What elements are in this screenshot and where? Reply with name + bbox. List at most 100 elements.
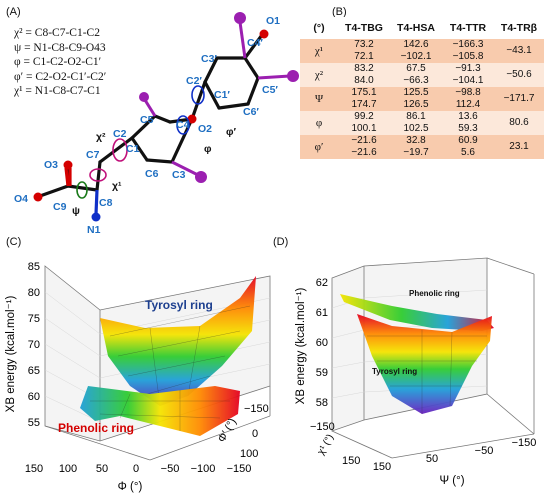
table-cell: 59.3: [458, 123, 478, 134]
table-row: Ψ 175.1 174.7 125.5 126.5 −98.8 112.4 −171.…: [300, 87, 544, 111]
iodine-bonds: [143, 21, 291, 177]
annotation-phenolic-ring: Phenolic ring: [58, 421, 134, 435]
y-tick-label: 80: [28, 287, 40, 299]
table-row: φ′ −21.6 −21.6 32.8 −19.7 60.9 5.6 23.1: [300, 135, 544, 159]
x-axis-label: Ψ (°): [439, 475, 464, 487]
atom-label: C2: [113, 128, 127, 140]
table-cell: −104.1: [452, 75, 484, 86]
table-cell: 60.9: [458, 135, 478, 146]
table-cell: 112.4: [455, 99, 481, 110]
thyroxine-molecule-diagram: O1 C4′ C3′ C5′ C2′ C6′ C1′ O2 C4 C5 C2 C…: [14, 12, 299, 236]
oxygen-bonds: [64, 167, 72, 187]
atom-label: N1: [87, 224, 101, 236]
x-tick-label: −50: [475, 445, 494, 457]
atom-label: C1′: [214, 89, 230, 101]
y-tick-label: 55: [28, 417, 40, 429]
table-cell: 175.1: [351, 87, 377, 98]
table-cell: 100.1: [351, 123, 377, 134]
oxygen-atom: [33, 192, 43, 202]
x-tick-label: −50: [161, 463, 180, 475]
table-cell: 5.6: [461, 147, 475, 158]
table-cell: −50.6: [494, 63, 544, 87]
atom-label: O2: [198, 123, 212, 135]
phenolic-surface: [340, 294, 494, 331]
atom-label: C1: [126, 143, 140, 155]
atom-label: C3′: [201, 53, 217, 65]
table-cell: 174.7: [351, 99, 377, 110]
table-cell: 86.1: [406, 111, 426, 122]
atom-labels: O1 C4′ C3′ C5′ C2′ C6′ C1′ O2 C4 C5 C2 C…: [14, 15, 280, 236]
atom-label: C8: [99, 197, 113, 209]
atom-label: C5′: [262, 84, 278, 96]
y-axis-label: XB energy (kcal.mol⁻¹): [295, 288, 307, 405]
table-cell: 142.6: [403, 39, 429, 50]
table-cell: −19.7: [403, 147, 429, 158]
table-cell: 67.5: [406, 63, 426, 74]
definition-chi1: χ¹ = N1-C8-C7-C1: [14, 85, 101, 97]
table-cell: 125.5: [403, 87, 429, 98]
x-tick-label: 100: [59, 463, 77, 475]
table-cell: 80.6: [494, 111, 544, 135]
z-tick-label: 150: [342, 455, 360, 467]
torsion-label-phi: φ: [204, 143, 212, 155]
torsion-arrows: [76, 85, 205, 199]
iodine-atom: [234, 12, 246, 24]
table-cell: 99.2: [354, 111, 374, 122]
table-cell: 126.5: [403, 99, 429, 110]
y-tick-labels: 85 80 75 70 65 60 55: [28, 261, 40, 429]
table-cell: −98.8: [455, 87, 481, 98]
table-cell: 73.2: [354, 39, 374, 50]
z-tick-label: 100: [240, 448, 258, 460]
y-axis-label: XB energy (kcal.mol⁻¹): [5, 296, 17, 413]
table-cell: −21.6: [351, 147, 377, 158]
table-cell: 72.1: [354, 51, 374, 62]
x-tick-label: −150: [512, 437, 537, 449]
z-tick-label: 0: [252, 428, 258, 440]
atom-label: C4: [176, 119, 190, 131]
annotation-tyrosyl-ring: Tyrosyl ring: [145, 298, 213, 312]
table-cell: −171.7: [494, 87, 544, 111]
y-tick-label: 85: [28, 261, 40, 273]
atom-label: C4′: [247, 37, 263, 49]
iodine-atom: [139, 92, 149, 102]
torsion-label-chi1: χ¹: [112, 180, 122, 192]
x-tick-labels: 150 100 50 0 −50 −100 −150: [25, 463, 252, 475]
table-cell: 32.8: [406, 135, 426, 146]
panel-label-d: (D): [273, 236, 289, 248]
atom-label: C2′: [186, 75, 202, 87]
x-tick-labels: 150 50 −50 −150: [373, 437, 537, 473]
definition-phi: φ = C1-C2-O2-C1′: [14, 56, 102, 68]
y-tick-label: 75: [28, 313, 40, 325]
iodine-atom: [287, 70, 299, 82]
torsion-labels: χ² φ′ φ χ¹ ψ: [72, 126, 237, 217]
panel-label-a: (A): [6, 6, 21, 18]
oxygen-atom: [63, 160, 73, 170]
energy-surface-chart-d: Phenolic ring Tyrosyl ring 62 61 60 59 5…: [295, 257, 537, 487]
surface-mesh: [90, 390, 230, 431]
table-cell: −21.6: [351, 135, 377, 146]
x-tick-label: 50: [96, 463, 108, 475]
row-label: φ: [300, 111, 338, 135]
phenolic-surface: [80, 386, 240, 436]
atom-label: C6′: [243, 106, 259, 118]
y-tick-label: 58: [316, 397, 328, 409]
torsion-label-psi: ψ: [72, 205, 80, 217]
table-cell: −43.1: [494, 39, 544, 63]
table-cell: 102.5: [403, 123, 429, 134]
atom-label: C7: [86, 149, 100, 161]
oxygen-atom: [259, 29, 269, 39]
nitrogen-bond: [94, 189, 99, 215]
table-cell: 13.6: [458, 111, 478, 122]
nitrogen-atom: [91, 212, 101, 222]
y-tick-label: 65: [28, 365, 40, 377]
panel-label-b: (B): [332, 6, 347, 18]
table-header: T4-TBG: [338, 17, 390, 39]
atom-label: O1: [266, 15, 280, 27]
table-header: T4-TTR: [442, 17, 494, 39]
definition-psi: ψ = N1-C8-C9-O43: [14, 41, 106, 54]
oxygen-atom: [187, 114, 197, 124]
table-header: (°): [300, 17, 338, 39]
annotation-tyrosyl-ring: Tyrosyl ring: [372, 367, 417, 376]
table-cell: 23.1: [494, 135, 544, 159]
energy-surface-chart-c: Tyrosyl ring Phenolic ring 85 80 75 70 6…: [5, 261, 271, 493]
